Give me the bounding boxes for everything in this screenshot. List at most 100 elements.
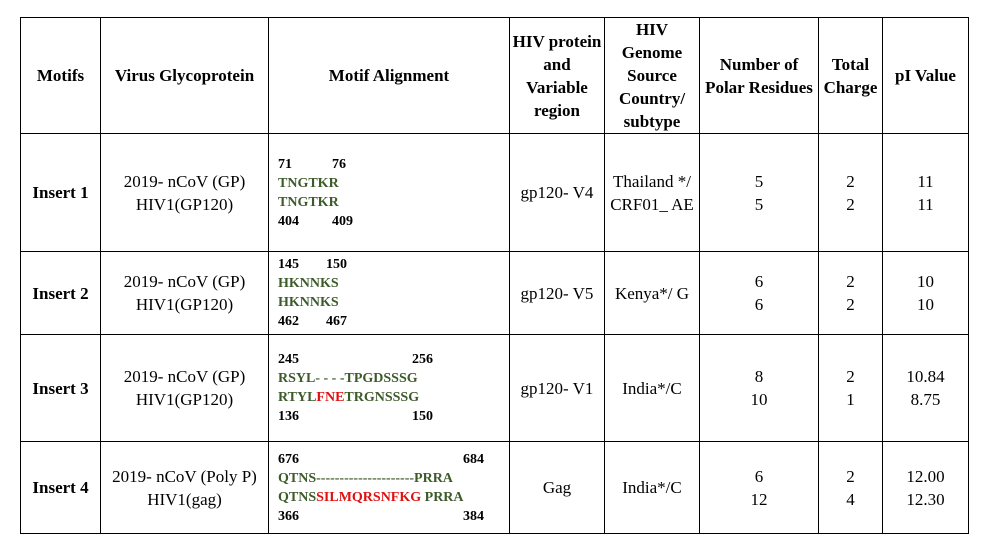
- virus-line: HIV1(GP120): [135, 194, 234, 214]
- position-number: 245: [278, 352, 299, 367]
- value: 6: [754, 466, 764, 486]
- charge-cell: 2 2: [818, 251, 883, 335]
- residues: PRRA: [421, 489, 464, 505]
- value: 5: [754, 194, 764, 214]
- virus-cell: 2019- nCoV (GP) HIV1(GP120): [100, 334, 269, 442]
- table-row: Insert 1 2019- nCoV (GP) HIV1(GP120) 71 …: [20, 133, 969, 252]
- residues: RSYL- - - -TPGDSSSG: [278, 371, 418, 386]
- pi-cell: 10 10: [882, 251, 969, 335]
- hiv-protein-cell: gp120- V5: [509, 251, 605, 335]
- value: 10: [917, 272, 934, 291]
- value: 5: [754, 171, 764, 191]
- motif-cell: Insert 3: [20, 334, 101, 442]
- position-number: 136: [278, 409, 299, 424]
- sequence-line: QTNSSILMQRSNFKG PRRA: [278, 488, 507, 507]
- motif-cell: Insert 1: [20, 133, 101, 252]
- sequence-line: HKNNKS: [278, 274, 507, 293]
- charge-cell: 2 2: [818, 133, 883, 252]
- virus-line: 2019- nCoV (Poly P): [112, 466, 257, 486]
- value: 11: [917, 171, 934, 191]
- top-position-numbers: 676 684: [278, 450, 507, 469]
- position-number: 150: [412, 409, 433, 424]
- value: 12: [750, 489, 768, 509]
- value: 1: [846, 390, 855, 409]
- top-position-numbers: 245 256: [278, 350, 507, 369]
- header-hiv-protein: HIV protein and Variable region: [509, 17, 605, 134]
- residues: QTNS: [278, 489, 317, 505]
- sequence-line: TNGTKR: [278, 193, 507, 212]
- header-motif-alignment: Motif Alignment: [268, 17, 510, 134]
- value: 8: [754, 367, 764, 386]
- header-pi-value: pI Value: [882, 17, 969, 134]
- residues: TNGTKR: [278, 175, 339, 191]
- virus-line: HIV1(GP120): [135, 390, 234, 409]
- value: 6: [754, 272, 764, 291]
- top-position-numbers: 145 150: [278, 255, 507, 274]
- position-number: 145: [278, 257, 299, 272]
- charge-cell: 2 1: [818, 334, 883, 442]
- virus-line: 2019- nCoV (GP): [123, 171, 246, 191]
- polar-cell: 8 10: [699, 334, 819, 442]
- pi-cell: 11 11: [882, 133, 969, 252]
- sequence-line: TNGTKR: [278, 174, 507, 193]
- position-number: 684: [463, 451, 484, 467]
- insert-residues: FNE: [316, 390, 345, 405]
- virus-line: 2019- nCoV (GP): [123, 272, 246, 291]
- motif-comparison-table: Motifs Virus Glycoprotein Motif Alignmen…: [20, 17, 969, 534]
- genome-cell: Kenya*/ G: [604, 251, 700, 335]
- polar-cell: 6 12: [699, 441, 819, 534]
- position-number: 676: [278, 451, 299, 467]
- genome-cell: Thailand */ CRF01_ AE: [604, 133, 700, 252]
- value: 2: [846, 272, 855, 291]
- virus-cell: 2019- nCoV (GP) HIV1(GP120): [100, 251, 269, 335]
- residues: HKNNKS: [278, 276, 339, 291]
- header-motifs: Motifs: [20, 17, 101, 134]
- bottom-position-numbers: 404 409: [278, 212, 507, 231]
- position-number: 366: [278, 508, 299, 524]
- virus-cell: 2019- nCoV (Poly P) HIV1(gag): [100, 441, 269, 534]
- value: 10: [750, 390, 768, 409]
- motif-cell: Insert 2: [20, 251, 101, 335]
- position-number: 404: [278, 213, 299, 229]
- residues: HKNNKS: [278, 295, 339, 310]
- value: 12.00: [906, 466, 945, 486]
- virus-line: 2019- nCoV (GP): [123, 367, 246, 386]
- hiv-protein-cell: Gag: [509, 441, 605, 534]
- value: 10.84: [906, 367, 945, 386]
- value: 11: [917, 194, 934, 214]
- hiv-protein-cell: gp120- V1: [509, 334, 605, 442]
- motif-cell: Insert 4: [20, 441, 101, 534]
- alignment-cell: 71 76 TNGTKR TNGTKR 404 409: [268, 133, 510, 252]
- position-number: 71: [278, 156, 292, 172]
- insert-residues: SILMQRSNFKG: [316, 489, 422, 505]
- residues: QTNS---------------------PRRA: [278, 470, 453, 486]
- position-number: 76: [332, 156, 346, 172]
- value: 12.30: [906, 489, 945, 509]
- residues: TNGTKR: [278, 194, 339, 210]
- genome-cell: India*/C: [604, 441, 700, 534]
- sequence-line: RSYL- - - -TPGDSSSG: [278, 369, 507, 388]
- value: 2: [846, 367, 855, 386]
- pi-cell: 10.84 8.75: [882, 334, 969, 442]
- genome-cell: India*/C: [604, 334, 700, 442]
- value: 8.75: [910, 390, 941, 409]
- value: 2: [846, 194, 855, 214]
- alignment-cell: 245 256 RSYL- - - -TPGDSSSG RTYLFNETRGNS…: [268, 334, 510, 442]
- charge-cell: 2 4: [818, 441, 883, 534]
- table-row: Insert 3 2019- nCoV (GP) HIV1(GP120) 245…: [20, 334, 969, 442]
- residues: RTYL: [278, 390, 317, 405]
- position-number: 462: [278, 314, 299, 329]
- value: 2: [846, 171, 855, 191]
- virus-line: HIV1(gag): [147, 489, 222, 509]
- header-polar-residues: Number of Polar Residues: [699, 17, 819, 134]
- header-virus-glycoprotein: Virus Glycoprotein: [100, 17, 269, 134]
- bottom-position-numbers: 366 384: [278, 507, 507, 526]
- value: 6: [754, 295, 764, 314]
- top-position-numbers: 71 76: [278, 155, 507, 174]
- residues: TRGNSSSG: [344, 390, 420, 405]
- table-row: Insert 2 2019- nCoV (GP) HIV1(GP120) 145…: [20, 251, 969, 335]
- alignment-cell: 145 150 HKNNKS HKNNKS 462 467: [268, 251, 510, 335]
- pi-cell: 12.00 12.30: [882, 441, 969, 534]
- position-number: 467: [326, 314, 347, 329]
- header-hiv-genome: HIV Genome Source Country/ subtype: [604, 17, 700, 134]
